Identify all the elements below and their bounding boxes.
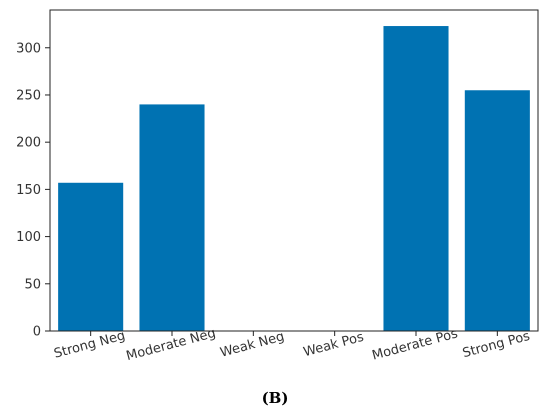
bar-strong-neg: [58, 182, 124, 331]
x-tick-label: Weak Neg: [219, 329, 286, 360]
panel-label: (B): [261, 389, 289, 407]
y-axis: 0 50 100 150 200 250 300: [16, 41, 50, 340]
x-tick-label: Weak Pos: [302, 330, 366, 361]
bar-moderate-pos: [383, 26, 449, 332]
plot-frame: [49, 9, 539, 332]
y-tick-label: 250: [16, 88, 41, 103]
x-tick-label: Strong Neg: [52, 328, 126, 361]
y-tick-label: 50: [24, 277, 41, 292]
y-tick-label: 150: [16, 183, 41, 198]
y-tick-label: 100: [16, 230, 41, 245]
y-tick-label: 200: [16, 136, 41, 151]
bar-moderate-neg: [139, 104, 205, 331]
y-tick-label: 300: [16, 41, 41, 56]
x-tick-label: Moderate Pos: [371, 326, 460, 363]
y-tick-label: 0: [33, 325, 41, 340]
bar-strong-pos: [464, 90, 530, 331]
x-tick-label: Moderate Neg: [125, 326, 218, 364]
x-tick-label: Strong Pos: [461, 329, 532, 361]
bars-group: [58, 26, 530, 332]
